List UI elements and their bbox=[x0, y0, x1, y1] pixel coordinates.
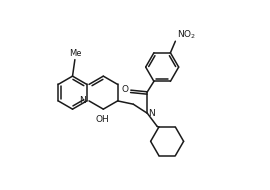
Text: O: O bbox=[122, 85, 129, 94]
Text: OH: OH bbox=[95, 115, 109, 124]
Text: Me: Me bbox=[69, 49, 81, 58]
Text: N: N bbox=[79, 96, 86, 105]
Text: NO$_2$: NO$_2$ bbox=[177, 28, 196, 40]
Text: N: N bbox=[148, 109, 155, 118]
